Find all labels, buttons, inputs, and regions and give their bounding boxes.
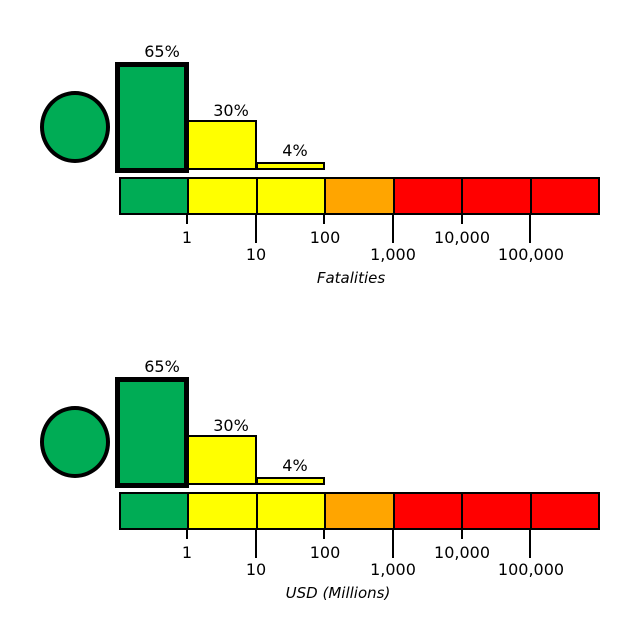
tick-line: [186, 530, 188, 539]
tick-label: 10: [245, 560, 267, 579]
scale-segment-yellow: [255, 179, 325, 213]
tick-label: 100,000: [497, 560, 565, 579]
tick-line: [323, 215, 325, 224]
bar-value-label: 4%: [282, 141, 308, 160]
scale-segment-red: [529, 179, 598, 213]
tick-label: 100: [309, 228, 341, 247]
tick-label: 1: [181, 543, 193, 562]
tick-label: 1,000: [370, 245, 416, 264]
scale-segment-red: [392, 179, 462, 213]
histogram-bar-65pct: [115, 377, 189, 488]
tick-line: [529, 215, 531, 243]
histogram-bar-30pct: [187, 120, 257, 170]
scale-segment-red: [392, 494, 462, 528]
color-scale-strip: [119, 492, 600, 530]
color-scale-strip: [119, 177, 600, 215]
risk-level-circle-icon: [40, 406, 110, 478]
tick-line: [392, 215, 394, 243]
histogram-bar-4pct: [256, 477, 325, 485]
scale-segment-orange: [324, 494, 393, 528]
tick-label: 1,000: [370, 560, 416, 579]
tick-line: [255, 215, 257, 243]
tick-label: 10,000: [434, 543, 490, 562]
histogram-bar-65pct: [115, 62, 189, 173]
histogram-bar-4pct: [256, 162, 325, 170]
bar-value-label: 30%: [213, 101, 249, 120]
tick-label: 10: [245, 245, 267, 264]
tick-label: 100: [309, 543, 341, 562]
tick-line: [461, 215, 463, 224]
panel-usd-millions: 65% 30% 4% 1 100 10,000 10 1,000 100,000…: [0, 315, 640, 630]
tick-line: [323, 530, 325, 539]
scale-segment-orange: [324, 179, 393, 213]
tick-line: [461, 530, 463, 539]
panel-fatalities: 65% 30% 4% 1 100 10,000 10 1,000 100,000…: [40, 42, 600, 287]
bar-value-label: 30%: [213, 416, 249, 435]
bar-value-label: 4%: [282, 456, 308, 475]
scale-segment-yellow: [255, 494, 325, 528]
bar-value-label: 65%: [144, 357, 180, 376]
tick-line: [186, 215, 188, 224]
bar-value-label: 65%: [144, 42, 180, 61]
x-axis-label-usd-millions: USD (Millions): [285, 584, 391, 602]
scale-segment-yellow: [187, 494, 256, 528]
tick-label: 1: [181, 228, 193, 247]
tick-line: [529, 530, 531, 558]
tick-line: [392, 530, 394, 558]
scale-segment-yellow: [187, 179, 256, 213]
scale-segment-green: [121, 179, 188, 213]
scale-segment-red: [461, 179, 530, 213]
tick-label: 10,000: [434, 228, 490, 247]
risk-level-circle-icon: [40, 91, 110, 163]
histogram-bar-30pct: [187, 435, 257, 485]
scale-segment-red: [461, 494, 530, 528]
scale-segment-green: [121, 494, 188, 528]
scale-segment-red: [529, 494, 598, 528]
tick-label: 100,000: [497, 245, 565, 264]
x-axis-label-fatalities: Fatalities: [316, 269, 386, 287]
tick-line: [255, 530, 257, 558]
